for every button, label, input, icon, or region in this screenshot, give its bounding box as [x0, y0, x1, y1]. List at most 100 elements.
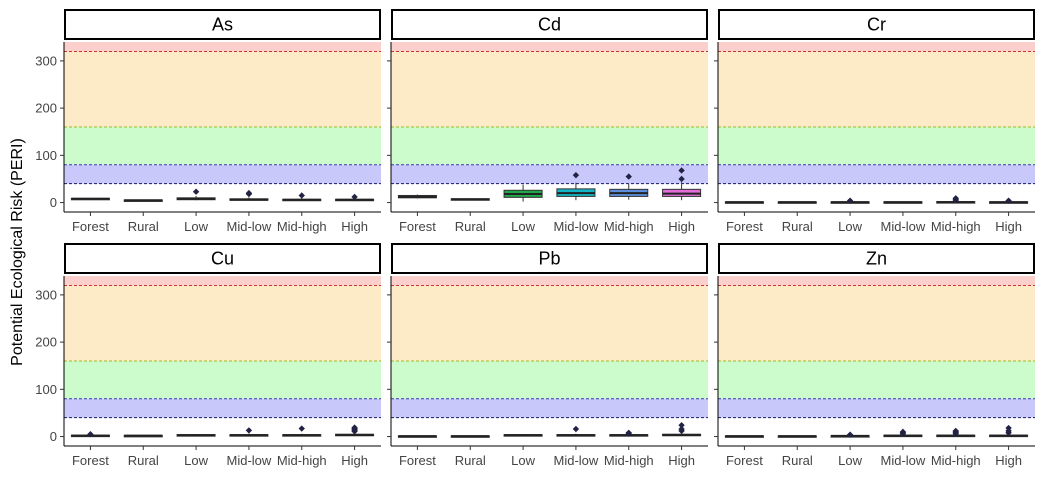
box-mid-low	[556, 425, 596, 437]
y-axis-label: Potential Ecological Risk (PERI)	[9, 138, 26, 366]
box-high	[662, 167, 702, 201]
risk-band	[391, 42, 708, 52]
x-tick-label: Low	[184, 219, 208, 234]
outlier-point	[572, 171, 580, 179]
facet-strip	[64, 9, 381, 40]
x-tick-label: Rural	[128, 453, 159, 468]
outlier-point	[625, 429, 632, 436]
x-tick-label: Low	[511, 453, 535, 468]
box-mid-high	[609, 173, 649, 200]
x-tick-label: Forest	[72, 453, 109, 468]
outlier-point	[952, 427, 959, 435]
x-tick-label: Rural	[455, 219, 486, 234]
x-tick-label: Mid-high	[277, 219, 327, 234]
facet-strip	[391, 243, 708, 274]
x-tick-label: Mid-high	[931, 219, 981, 234]
y-tick-label: 300	[35, 53, 57, 68]
risk-band	[718, 127, 1035, 165]
risk-band	[391, 285, 708, 361]
outlier-point	[678, 425, 685, 433]
box-mid-low	[229, 189, 269, 201]
box-forest	[70, 430, 110, 438]
outlier-point	[572, 425, 580, 433]
x-tick-label: High	[995, 453, 1022, 468]
box-rural	[450, 198, 490, 201]
box-mid-high	[282, 192, 322, 202]
risk-band	[64, 183, 381, 203]
facet-strip	[391, 9, 708, 40]
box-forest	[724, 435, 764, 438]
x-tick-label: High	[341, 219, 368, 234]
facet-strip	[64, 243, 381, 274]
risk-band	[391, 127, 708, 165]
x-tick-label: Rural	[128, 219, 159, 234]
facet-title: Cu	[211, 249, 234, 269]
risk-band	[64, 42, 381, 52]
panel-cr: Cr Forest Rural Low Mid-low Mid-high High	[714, 9, 1035, 234]
risk-band	[391, 361, 708, 399]
box-mid-low	[556, 171, 596, 201]
outlier-point	[846, 431, 854, 438]
x-tick-label: Forest	[72, 219, 109, 234]
box-high	[989, 197, 1029, 204]
box-mid-low	[883, 428, 923, 438]
risk-band	[64, 276, 381, 286]
x-tick-label: Rural	[782, 453, 813, 468]
box-forest	[70, 197, 110, 201]
y-tick-label: 300	[35, 287, 57, 302]
box-mid-low	[883, 201, 923, 204]
y-tick-label: 200	[35, 101, 57, 116]
box-low	[830, 431, 870, 438]
risk-band	[718, 285, 1035, 361]
risk-band	[64, 164, 381, 184]
x-tick-label: Rural	[455, 453, 486, 468]
outlier-point	[846, 197, 854, 204]
box-mid-high	[609, 429, 649, 437]
box-low	[176, 434, 216, 437]
y-tick-label: 0	[50, 429, 57, 444]
x-tick-label: Mid-low	[881, 219, 926, 234]
x-tick-label: Forest	[399, 219, 436, 234]
box-low	[830, 197, 870, 204]
box-rural	[123, 199, 163, 202]
x-tick-label: Mid-high	[604, 219, 654, 234]
x-tick-label: Mid-high	[604, 453, 654, 468]
box-rural	[450, 435, 490, 438]
x-tick-label: Mid-high	[931, 453, 981, 468]
outlier-point	[298, 192, 305, 199]
panel-as: As 0 100 200 300 Forest Rural Low Mid-low Mid-hig…	[35, 9, 381, 234]
y-tick-label: 200	[35, 335, 57, 350]
outlier-point	[678, 175, 685, 183]
facet-strip	[718, 243, 1035, 274]
box-forest	[397, 194, 437, 199]
x-tick-label: Low	[838, 453, 862, 468]
box-mid-low	[229, 427, 269, 437]
x-tick-label: Mid-low	[554, 453, 599, 468]
risk-band	[391, 51, 708, 127]
outlier-point	[245, 189, 253, 197]
x-tick-label: High	[668, 219, 695, 234]
outlier-point	[192, 188, 200, 195]
outlier-point	[1005, 197, 1012, 204]
risk-band	[64, 361, 381, 399]
risk-band	[64, 51, 381, 127]
outlier-point	[625, 173, 632, 180]
outlier-point	[87, 430, 94, 438]
risk-band	[391, 183, 708, 203]
x-tick-label: Low	[184, 453, 208, 468]
x-tick-label: Forest	[726, 453, 763, 468]
x-tick-label: High	[341, 453, 368, 468]
box-high	[989, 424, 1029, 438]
box-forest	[724, 201, 764, 204]
x-tick-label: Low	[511, 219, 535, 234]
risk-band	[64, 127, 381, 165]
x-tick-label: High	[668, 453, 695, 468]
panel-pb: Pb Forest Rural Low Mid-low Mid-high High	[387, 243, 708, 468]
risk-band	[718, 276, 1035, 286]
risk-band	[64, 285, 381, 361]
x-tick-label: Low	[838, 219, 862, 234]
outlier-point	[678, 422, 685, 429]
facet-title: Zn	[866, 249, 887, 269]
outlier-point	[952, 195, 959, 202]
